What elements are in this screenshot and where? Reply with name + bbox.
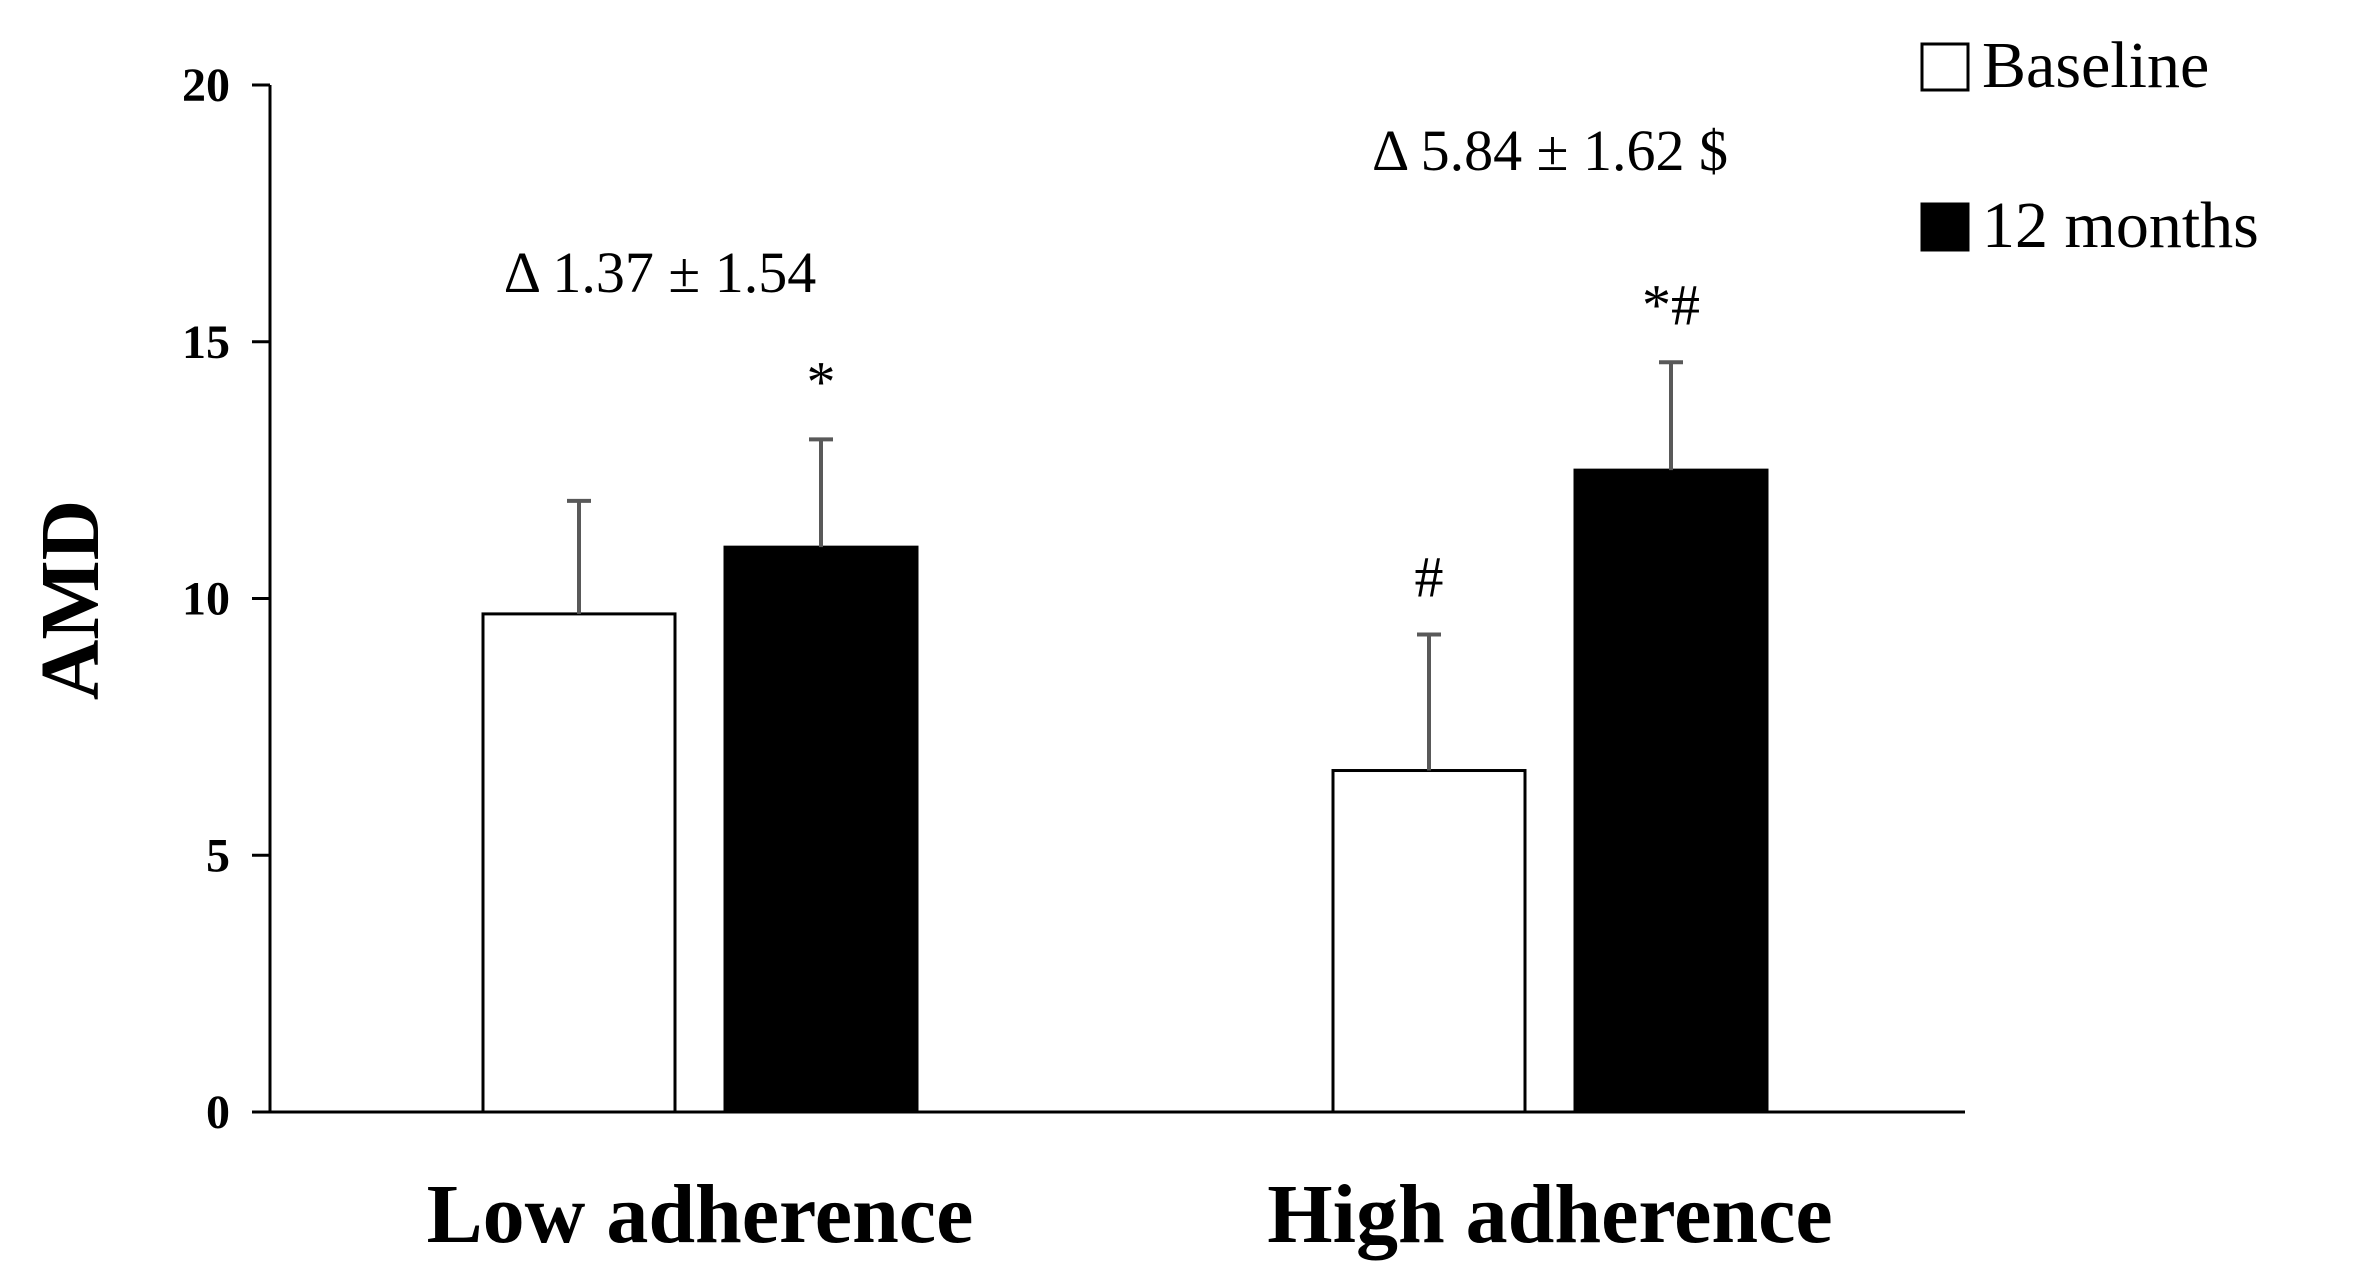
labels: * Low adherence Δ 1.37 ± 1.54 # *# High adher… xyxy=(427,118,1833,1261)
legend-label: Baseline xyxy=(1982,29,2209,102)
bar xyxy=(481,612,677,1114)
bars xyxy=(481,360,1769,1114)
bar xyxy=(1331,769,1527,1114)
legend-swatch xyxy=(1920,42,1970,92)
legend-label: 12 months xyxy=(1982,189,2259,262)
legend-swatch xyxy=(1920,202,1970,252)
bar xyxy=(723,545,919,1114)
y-tick-label: 0 xyxy=(206,1086,230,1139)
delta-annotation: Δ 1.37 ± 1.54 xyxy=(504,240,816,305)
significance-mark: *# xyxy=(1642,272,1700,337)
y-tick-label: 5 xyxy=(206,829,230,882)
significance-mark: * xyxy=(807,349,836,414)
y-tick-label: 10 xyxy=(182,573,230,626)
y-axis-title: AMD xyxy=(24,500,117,701)
x-category-label: High adherence xyxy=(1267,1168,1832,1261)
legend: Baseline 12 months xyxy=(1920,29,2259,262)
y-tick-label: 20 xyxy=(182,59,230,112)
significance-mark: # xyxy=(1415,544,1444,609)
x-category-label: Low adherence xyxy=(427,1168,974,1261)
y-tick-label: 15 xyxy=(182,316,230,369)
bar xyxy=(1573,468,1769,1114)
delta-annotation: Δ 5.84 ± 1.62 $ xyxy=(1372,118,1728,183)
